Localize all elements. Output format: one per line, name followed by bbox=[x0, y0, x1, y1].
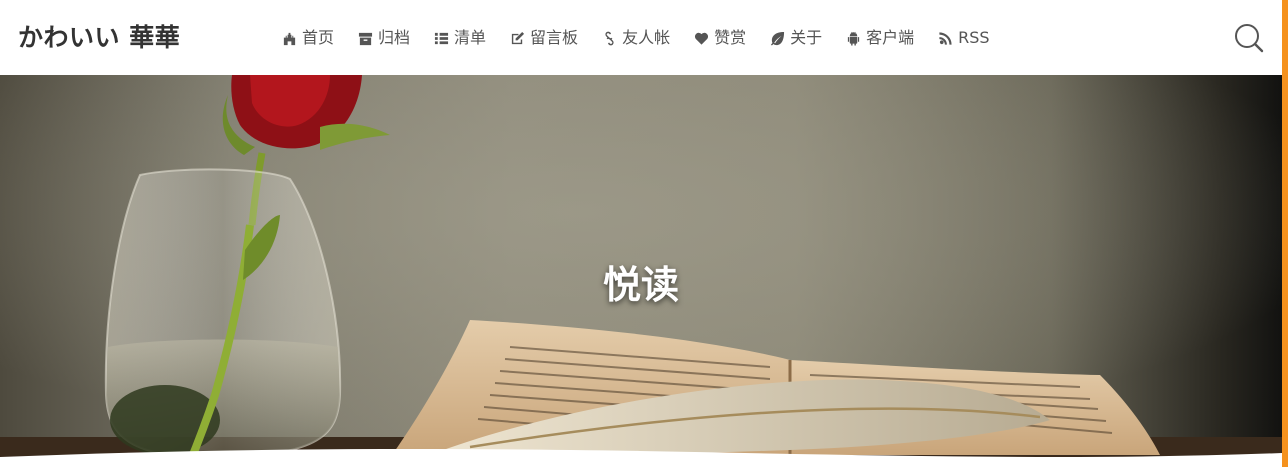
nav-item-label: 留言板 bbox=[530, 28, 579, 47]
nav-item-about[interactable]: 关于 bbox=[770, 25, 822, 51]
nav-item-guestbook[interactable]: 留言板 bbox=[510, 25, 578, 51]
edit-icon bbox=[511, 31, 525, 44]
nav-item-donate[interactable]: 赞赏 bbox=[694, 25, 746, 51]
nav-item-client[interactable]: 客户端 bbox=[846, 25, 914, 51]
nav-item-list[interactable]: 清单 bbox=[434, 25, 486, 51]
main-nav: 首页 归档 清单 留言板 友人帐 赞赏 关于 客户端 bbox=[282, 25, 1014, 51]
leaf-icon bbox=[771, 31, 785, 46]
nav-item-label: 首页 bbox=[302, 28, 335, 47]
nav-item-friends[interactable]: 友人帐 bbox=[602, 25, 670, 51]
rss-icon bbox=[939, 31, 952, 45]
nav-item-home[interactable]: 首页 bbox=[282, 25, 334, 51]
accent-edge-bar bbox=[1282, 0, 1288, 467]
hero-title: 悦读 bbox=[602, 263, 679, 307]
search-icon bbox=[1235, 24, 1264, 53]
nav-item-archive[interactable]: 归档 bbox=[358, 25, 410, 51]
hero-banner: 悦读 bbox=[0, 75, 1282, 467]
nav-item-label: 友人帐 bbox=[622, 28, 671, 47]
nav-item-label: 清单 bbox=[454, 28, 487, 47]
nav-item-label: RSS bbox=[958, 28, 990, 47]
android-icon bbox=[847, 31, 860, 46]
site-title[interactable]: かわいい 華華 bbox=[18, 23, 181, 52]
home-castle-icon bbox=[283, 32, 296, 45]
list-icon bbox=[434, 32, 449, 44]
nav-item-label: 归档 bbox=[378, 28, 411, 47]
archive-box-icon bbox=[358, 32, 373, 45]
nav-item-rss[interactable]: RSS bbox=[938, 25, 990, 51]
hero-wave-divider bbox=[0, 449, 1282, 467]
nav-item-label: 赞赏 bbox=[714, 28, 747, 47]
heart-icon bbox=[695, 32, 709, 45]
nav-item-label: 关于 bbox=[790, 28, 823, 47]
top-navigation-bar: かわいい 華華 首页 归档 清单 留言板 友人帐 赞赏 关于 bbox=[0, 0, 1282, 75]
nav-item-label: 客户端 bbox=[866, 28, 915, 47]
link-icon bbox=[605, 31, 614, 45]
search-button[interactable] bbox=[1233, 22, 1265, 54]
